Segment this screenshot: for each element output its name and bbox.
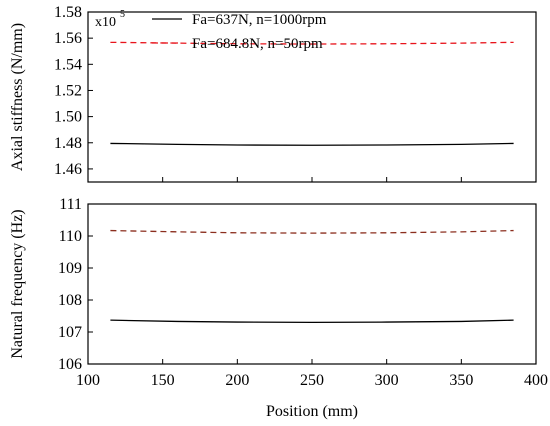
stiffness-y-tick-label: 1.54 [54, 56, 82, 73]
x-tick-label: 100 [76, 372, 100, 389]
frequency-plot-frame [87, 203, 537, 365]
legend-label-series-2: Fa=684.8N, n=50rpm [192, 36, 323, 52]
legend: Fa=637N, n=1000rpm Fa=684.8N, n=50rpm [152, 12, 327, 52]
stiffness-series [110, 41, 514, 146]
x-axis-title: Position (mm) [266, 403, 358, 420]
stiffness-series-2-line [110, 41, 514, 45]
stiffness-y-tick-label: 1.58 [54, 4, 82, 21]
frequency-y-axis-title: Natural frequency (Hz) [9, 209, 26, 358]
frequency-y-tick-label: 106 [58, 356, 82, 373]
frequency-y-tick-label: 111 [59, 196, 82, 213]
stiffness-y-axis-title: Axial stiffness (N/mm) [9, 23, 26, 171]
multiplier-exponent: 5 [120, 9, 125, 20]
x-tick-label: 350 [449, 372, 473, 389]
x-tick-label: 150 [151, 372, 175, 389]
stiffness-y-tick-label: 1.46 [54, 161, 82, 178]
frequency-y-tick-label: 108 [58, 292, 82, 309]
stiffness-y-ticks: 1.46 1.48 1.50 1.52 1.54 1.56 1.58 [54, 4, 93, 178]
frequency-y-tick-label: 109 [58, 260, 82, 277]
frequency-series-2-line [110, 229, 514, 234]
frequency-x-ticks: 100 150 200 250 300 350 400 [76, 359, 548, 389]
stiffness-panel: 1.46 1.48 1.50 1.52 1.54 1.56 1.58 Axial stiff… [9, 4, 537, 183]
x-tick-label: 200 [225, 372, 249, 389]
x-tick-label: 250 [300, 372, 324, 389]
frequency-panel: 106 107 108 109 110 111 100 150 200 250 300 350 400… [9, 196, 548, 420]
legend-label-series-1: Fa=637N, n=1000rpm [192, 12, 327, 28]
frequency-y-tick-label: 110 [59, 228, 82, 245]
x-tick-label: 400 [524, 372, 548, 389]
stiffness-y-tick-label: 1.52 [54, 82, 82, 99]
stiffness-y-tick-label: 1.56 [54, 30, 82, 47]
frequency-y-ticks: 106 107 108 109 110 111 [58, 196, 93, 373]
stiffness-y-tick-label: 1.50 [54, 109, 82, 126]
x-tick-label: 300 [375, 372, 399, 389]
multiplier-label: x10 [95, 15, 116, 30]
frequency-series [110, 229, 514, 324]
frequency-y-tick-label: 107 [58, 324, 82, 341]
stiffness-y-tick-label: 1.48 [54, 135, 82, 152]
stiffness-x-ticks [87, 177, 537, 182]
frequency-series-1-line [110, 319, 514, 324]
stiffness-series-1-line [110, 142, 514, 146]
